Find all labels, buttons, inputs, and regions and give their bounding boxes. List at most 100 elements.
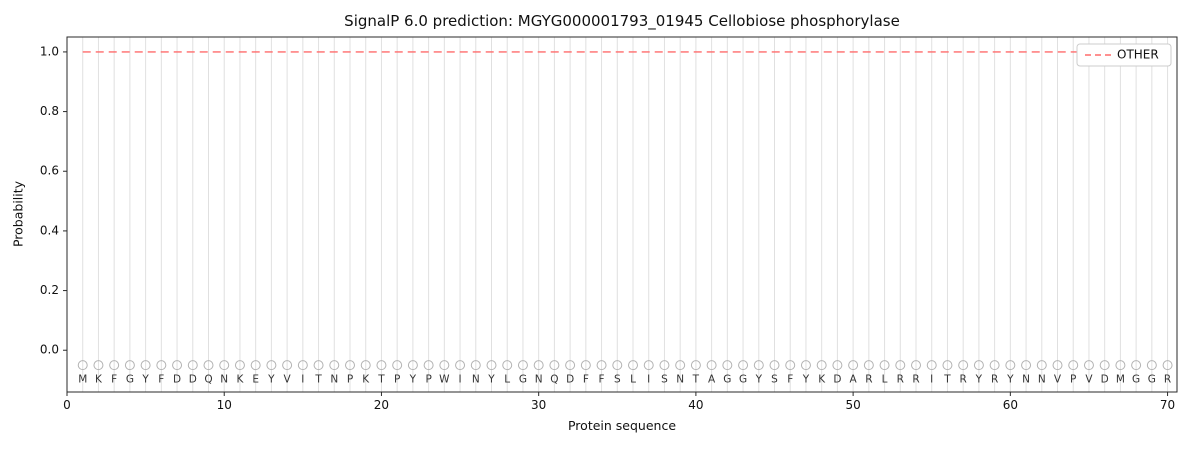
residue-letter: Y [1006, 373, 1014, 385]
y-axis-label: Probability [10, 180, 26, 248]
residue-marker [140, 360, 151, 371]
residue-letter: I [930, 373, 933, 385]
residue-marker [407, 360, 418, 371]
residue-letter: G [519, 373, 527, 385]
residue-letter: N [472, 373, 480, 385]
residue-marker [297, 360, 308, 371]
residue-letter: R [960, 373, 967, 385]
residue-marker [1146, 360, 1157, 371]
residue-letter: R [991, 373, 998, 385]
x-axis-label: Protein sequence [567, 418, 677, 433]
residue-marker [1068, 360, 1079, 371]
residue-letter: D [189, 373, 197, 385]
residue-marker [628, 360, 639, 371]
residue-marker [1005, 360, 1016, 371]
residue-marker [690, 360, 701, 371]
residue-marker [973, 360, 984, 371]
residue-letter: T [377, 373, 385, 385]
y-tick-label: 1.0 [40, 44, 59, 58]
residue-marker [187, 360, 198, 371]
residue-marker [848, 360, 859, 371]
residue-letter: D [173, 373, 181, 385]
residue-marker [769, 360, 780, 371]
residue-marker [596, 360, 607, 371]
residue-marker [533, 360, 544, 371]
residue-marker [109, 360, 120, 371]
residue-marker [470, 360, 481, 371]
residue-marker [250, 360, 261, 371]
residue-marker [675, 360, 686, 371]
residue-letter: N [220, 373, 228, 385]
residue-letter: P [1070, 373, 1076, 385]
residue-letter: A [850, 373, 858, 385]
residue-letter: Y [975, 373, 983, 385]
residue-letter: A [708, 373, 716, 385]
x-tick-label: 60 [1003, 398, 1018, 412]
residue-letter: D [566, 373, 574, 385]
residue-marker [816, 360, 827, 371]
residue-letter: V [1085, 373, 1093, 385]
residue-letter: Y [409, 373, 417, 385]
residue-marker [156, 360, 167, 371]
residue-marker [1036, 360, 1047, 371]
residue-marker [1083, 360, 1094, 371]
residue-letter: E [252, 373, 259, 385]
residue-marker [203, 360, 214, 371]
residue-letter: R [897, 373, 904, 385]
residue-marker [77, 360, 88, 371]
x-tick-label: 0 [63, 398, 71, 412]
residue-marker [753, 360, 764, 371]
residue-marker [832, 360, 843, 371]
residue-marker [360, 360, 371, 371]
residue-marker [989, 360, 1000, 371]
x-tick-label: 70 [1160, 398, 1175, 412]
residue-letter: K [237, 373, 245, 385]
residue-marker [392, 360, 403, 371]
residue-letter: W [439, 373, 450, 385]
residue-marker [1115, 360, 1126, 371]
residue-marker [517, 360, 528, 371]
residue-letter: F [599, 373, 605, 385]
residue-letter: Y [755, 373, 763, 385]
residue-letter: L [504, 373, 510, 385]
residue-marker [266, 360, 277, 371]
residue-letter: S [614, 373, 621, 385]
residue-letter: I [301, 373, 304, 385]
y-tick-label: 0.0 [40, 343, 59, 357]
residue-letter: Q [550, 373, 558, 385]
residue-marker [423, 360, 434, 371]
residue-letter: G [1132, 373, 1140, 385]
residue-marker [1162, 360, 1173, 371]
residue-letter: N [676, 373, 684, 385]
legend-label: OTHER [1117, 48, 1159, 62]
plot-border [66, 36, 1178, 393]
residue-letter: D [1101, 373, 1109, 385]
residue-letter: R [1164, 373, 1171, 385]
residue-letter: I [647, 373, 650, 385]
residue-marker [659, 360, 670, 371]
residue-marker [643, 360, 654, 371]
x-tick-label: 40 [688, 398, 703, 412]
residue-marker [785, 360, 796, 371]
residue-letter: F [583, 373, 589, 385]
residue-marker [722, 360, 733, 371]
residue-marker [345, 360, 356, 371]
residue-letter: I [459, 373, 462, 385]
residue-marker [329, 360, 340, 371]
residue-marker [376, 360, 387, 371]
residue-letter: L [630, 373, 636, 385]
residue-letter: S [771, 373, 778, 385]
residue-letter: Y [267, 373, 275, 385]
residue-marker [549, 360, 560, 371]
residue-marker [1131, 360, 1142, 371]
residue-letter: M [1116, 373, 1125, 385]
residue-letter: F [158, 373, 164, 385]
residue-marker [486, 360, 497, 371]
legend-box [1076, 43, 1172, 67]
x-tick-label: 20 [374, 398, 389, 412]
residue-marker [1052, 360, 1063, 371]
residue-marker [942, 360, 953, 371]
residue-marker [234, 360, 245, 371]
residue-marker [879, 360, 890, 371]
